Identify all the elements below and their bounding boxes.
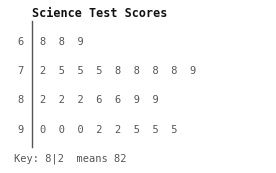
Text: 9: 9 [18,125,24,135]
Text: 2  2  2  6  6  9  9: 2 2 2 6 6 9 9 [40,95,159,105]
Text: Key: 8|2  means 82: Key: 8|2 means 82 [14,154,126,164]
Text: 0  0  0  2  2  5  5  5: 0 0 0 2 2 5 5 5 [40,125,177,135]
Text: 8: 8 [18,95,24,105]
Text: 2  5  5  5  8  8  8  8  9: 2 5 5 5 8 8 8 8 9 [40,66,196,76]
Text: 7: 7 [18,66,24,76]
Text: 6: 6 [18,37,24,47]
Text: Science Test Scores: Science Test Scores [32,7,167,20]
Text: 8  8  9: 8 8 9 [40,37,84,47]
